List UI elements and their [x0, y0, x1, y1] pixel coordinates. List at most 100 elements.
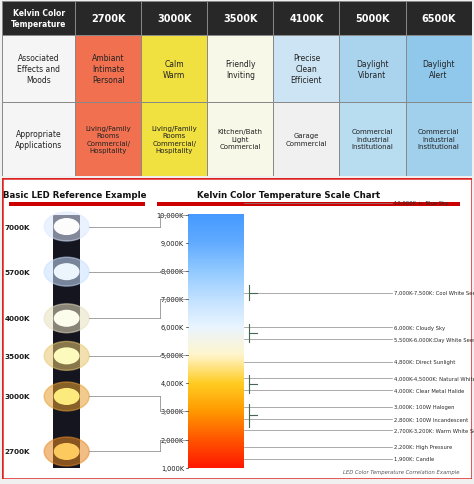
Text: Precise
Clean
Efficient: Precise Clean Efficient — [291, 54, 322, 85]
Bar — [188, 328, 244, 329]
Bar — [188, 400, 244, 401]
Bar — [188, 306, 244, 308]
Bar — [188, 313, 244, 314]
Bar — [188, 427, 244, 428]
Text: Garage
Commercial: Garage Commercial — [286, 133, 327, 146]
Bar — [188, 296, 244, 297]
Bar — [188, 295, 244, 296]
Bar — [188, 361, 244, 362]
Bar — [188, 329, 244, 331]
Bar — [188, 222, 244, 224]
Circle shape — [44, 342, 89, 371]
Bar — [188, 360, 244, 361]
Bar — [188, 272, 244, 273]
Bar — [188, 238, 244, 239]
Circle shape — [55, 348, 79, 364]
Bar — [188, 299, 244, 300]
Bar — [188, 277, 244, 278]
Bar — [188, 357, 244, 358]
Bar — [188, 355, 244, 357]
Bar — [188, 417, 244, 418]
Bar — [188, 437, 244, 439]
Text: 1,900K: Candle: 1,900K: Candle — [394, 456, 435, 461]
Bar — [188, 344, 244, 345]
Bar — [188, 317, 244, 318]
Bar — [339, 103, 406, 177]
Circle shape — [44, 382, 89, 411]
Text: 6,000K: Cloudy Sky: 6,000K: Cloudy Sky — [394, 325, 446, 330]
Bar — [188, 235, 244, 236]
Bar — [188, 413, 244, 415]
Bar — [188, 418, 244, 419]
Bar — [2, 36, 75, 103]
Bar — [188, 257, 244, 258]
Bar — [188, 271, 244, 272]
Bar — [75, 36, 141, 103]
Bar — [188, 246, 244, 247]
Bar — [188, 434, 244, 435]
Bar — [188, 245, 244, 246]
Bar — [188, 334, 244, 335]
Bar — [207, 103, 273, 177]
Bar — [406, 2, 472, 36]
Bar — [188, 242, 244, 243]
Bar — [188, 397, 244, 398]
Bar — [188, 428, 244, 429]
Bar — [188, 366, 244, 367]
Bar — [188, 411, 244, 412]
Bar — [188, 433, 244, 434]
Bar — [188, 449, 244, 450]
Bar — [188, 302, 244, 303]
Bar — [188, 454, 244, 455]
Bar — [188, 365, 244, 366]
Bar — [188, 390, 244, 391]
Bar — [188, 228, 244, 229]
Bar — [188, 446, 244, 447]
Bar — [188, 290, 244, 292]
Bar — [188, 326, 244, 327]
Text: 3000K: 3000K — [157, 15, 191, 24]
Bar — [188, 381, 244, 382]
Bar — [188, 333, 244, 334]
Bar — [188, 343, 244, 344]
Bar — [188, 346, 244, 347]
Text: 5700K: 5700K — [4, 269, 30, 275]
Bar — [188, 266, 244, 267]
Text: 4,000K: Clear Metal Halide: 4,000K: Clear Metal Halide — [394, 388, 465, 393]
Text: 3,000K: 100W Halogen: 3,000K: 100W Halogen — [394, 405, 455, 409]
Bar — [188, 377, 244, 378]
Bar — [273, 2, 339, 36]
Text: Calm
Warm: Calm Warm — [163, 60, 185, 79]
Bar — [188, 220, 244, 221]
Bar — [188, 455, 244, 457]
Bar — [188, 429, 244, 430]
Bar — [188, 339, 244, 340]
Bar — [188, 455, 244, 456]
Bar — [188, 324, 244, 325]
Bar — [188, 260, 244, 261]
Bar — [188, 351, 244, 352]
Bar — [188, 424, 244, 425]
Bar — [188, 244, 244, 245]
Bar — [188, 447, 244, 448]
Bar — [188, 362, 244, 363]
Bar — [188, 278, 244, 279]
Bar — [75, 103, 141, 177]
Bar — [188, 383, 244, 384]
Text: Daylight
Alert: Daylight Alert — [422, 60, 455, 79]
Bar — [188, 349, 244, 351]
Bar — [188, 410, 244, 411]
Bar — [188, 322, 244, 323]
Bar — [188, 420, 244, 422]
Bar — [188, 382, 244, 383]
Bar — [188, 387, 244, 388]
Text: 3500K: 3500K — [4, 353, 30, 359]
Bar — [188, 310, 244, 311]
Circle shape — [55, 264, 79, 280]
Bar — [188, 323, 244, 324]
Text: 5000K: 5000K — [355, 15, 390, 24]
Bar — [141, 36, 207, 103]
Bar — [188, 249, 244, 250]
Bar — [188, 264, 244, 265]
Bar — [188, 263, 244, 264]
